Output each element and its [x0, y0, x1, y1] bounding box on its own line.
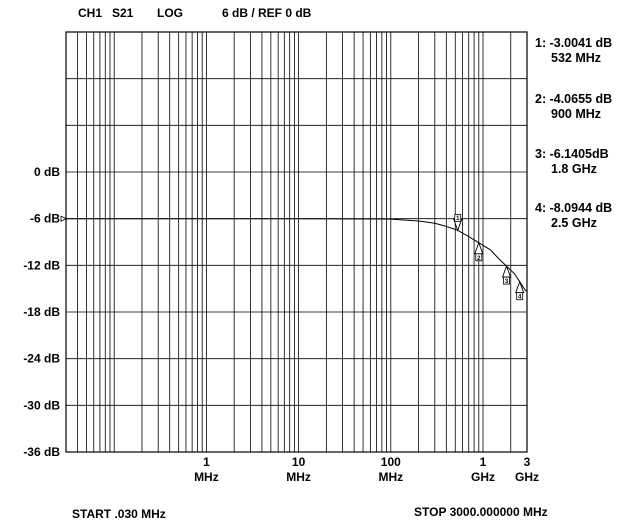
marker-box	[454, 213, 462, 222]
marker-number: 3	[505, 279, 509, 285]
start-frequency: START .030 MHz	[72, 507, 166, 521]
marker-box	[503, 276, 510, 285]
channel-label: CH1	[78, 6, 102, 20]
scale-label: 6 dB / REF 0 dB	[222, 6, 312, 20]
x-tick-unit: GHz	[515, 470, 539, 484]
parameter-label: S21	[112, 6, 134, 20]
x-tick-value: 10	[292, 455, 306, 469]
y-tick-label: -36 dB	[23, 445, 60, 459]
x-tick-value: 1	[203, 455, 210, 469]
y-tick-label: -18 dB	[23, 305, 60, 319]
x-tick-value: 1	[480, 455, 487, 469]
marker-readout-value: 3: -6.1405dB	[535, 147, 609, 161]
marker-readout-value: 4: -8.0944 dB	[535, 201, 612, 215]
marker-readout-frequency: 532 MHz	[551, 51, 601, 65]
x-tick-unit: MHz	[194, 470, 219, 484]
grid	[65, 31, 528, 453]
y-tick-label: -30 dB	[23, 398, 60, 412]
marker-readout-frequency: 1.8 GHz	[551, 162, 597, 176]
marker-readout-frequency: 900 MHz	[551, 107, 601, 121]
plot-frame	[65, 31, 528, 453]
marker-symbol: 4	[515, 280, 525, 301]
marker-triangle	[515, 280, 525, 294]
marker-readout-frequency: 2.5 GHz	[551, 216, 597, 230]
marker-symbols: 1 2 3 4	[453, 213, 525, 301]
marker-box	[516, 292, 524, 301]
trace-layer	[66, 218, 528, 293]
x-tick-value: 3	[524, 455, 531, 469]
reference-level-marker	[60, 215, 67, 222]
y-tick-label: -24 dB	[23, 352, 60, 366]
marker-readout-value: 2: -4.0655 dB	[535, 92, 612, 106]
x-tick-unit: MHz	[286, 470, 311, 484]
y-tick-label: -12 dB	[23, 258, 60, 272]
stop-frequency: STOP 3000.000000 MHz	[414, 505, 548, 519]
y-tick-label: 0 dB	[34, 165, 60, 179]
y-axis-ticks: 0 dB -6 dB -12 dB -18 dB -24 dB -30 dB -36 dB	[23, 165, 67, 459]
marker-number: 4	[518, 295, 522, 301]
format-label: LOG	[157, 6, 183, 20]
marker-symbol: 3	[501, 264, 512, 285]
x-tick-value: 100	[381, 455, 401, 469]
marker-triangle	[501, 264, 512, 278]
x-tick-unit: GHz	[471, 470, 495, 484]
x-tick-unit: MHz	[378, 470, 403, 484]
marker-box	[475, 253, 483, 262]
y-tick-label: -6 dB	[30, 212, 60, 226]
marker-symbol: 2	[474, 241, 484, 262]
trace-line	[66, 218, 528, 293]
marker-symbol: 1	[453, 213, 463, 232]
marker-readout-value: 1: -3.0041 dB	[535, 36, 612, 50]
marker-number: 1	[456, 216, 460, 222]
marker-number: 2	[477, 256, 481, 262]
